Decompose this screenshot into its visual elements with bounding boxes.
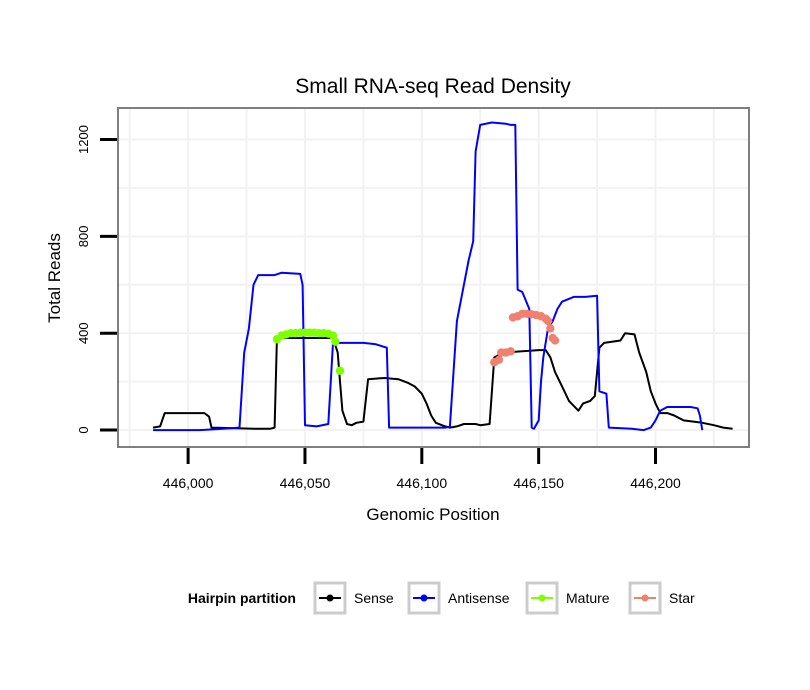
legend-label-mature: Mature [566, 590, 610, 606]
series-layer [152, 121, 733, 432]
data-point-star [494, 355, 504, 365]
y-axis-label: Total Reads [45, 233, 64, 323]
data-point-star [546, 324, 555, 333]
legend-label-star: Star [669, 590, 695, 606]
data-point-mature [331, 337, 340, 346]
x-tick-label: 446,050 [280, 475, 331, 491]
legend-label-antisense: Antisense [448, 590, 510, 606]
legend-key-dot [420, 594, 428, 602]
x-tick-label: 446,000 [163, 475, 214, 491]
legend-label-sense: Sense [354, 590, 394, 606]
legend-title: Hairpin partition [188, 590, 296, 606]
y-tick-label: 1200 [76, 125, 91, 154]
legend-key-dot [326, 594, 334, 602]
data-point-mature [335, 366, 345, 375]
x-axis-label: Genomic Position [366, 505, 499, 524]
y-tick-label: 400 [76, 322, 91, 344]
legend-key-dot [538, 594, 546, 602]
axes: 446,000 446,050 446,100 446,150 446,200 0 400 8… [76, 125, 681, 491]
y-tick-label: 800 [76, 225, 91, 247]
series-line-antisense [153, 121, 704, 432]
x-tick-label: 446,150 [513, 475, 564, 491]
data-point-star [506, 347, 515, 356]
chart-title: Small RNA-seq Read Density [295, 75, 571, 98]
series-line-sense [152, 332, 733, 430]
x-tick-label: 446,200 [630, 475, 681, 491]
plot-border [117, 107, 750, 448]
legend: Hairpin partition Sense Antisense Mature St… [188, 581, 695, 615]
data-point-star [550, 336, 560, 345]
data-point-star [543, 316, 553, 326]
y-tick-label: 0 [76, 426, 91, 433]
legend-key-dot [641, 594, 649, 602]
x-tick-label: 446,100 [397, 475, 448, 491]
grid [118, 108, 749, 447]
